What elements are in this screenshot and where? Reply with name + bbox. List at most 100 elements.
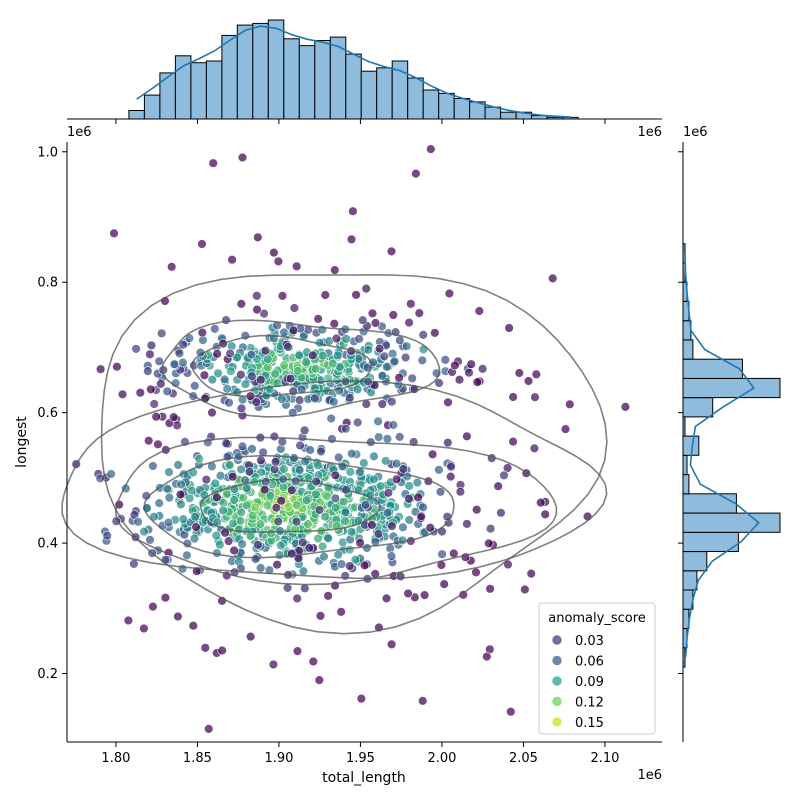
right-hist-bar [682,377,781,399]
scatter-point [169,412,179,422]
scatter-point [485,584,495,594]
scatter-point [235,515,246,526]
legend-marker [551,675,563,687]
scatter-point [237,441,248,452]
legend-label: 0.15 [575,716,604,731]
scatter-point [346,234,357,245]
scatter-point [386,246,397,257]
scatter-point [308,350,318,361]
scatter-point [173,611,183,622]
top-offset-right: 1e6 [637,125,662,140]
scatter-point [276,540,286,551]
scatter-point [443,437,453,448]
scatter-point [288,325,299,336]
y-tick-label: 0.4 [37,537,58,552]
scatter-point [313,314,323,324]
scatter-point [287,548,297,559]
scatter-point [236,403,247,414]
legend-frame [538,602,656,735]
scatter-point [246,349,257,360]
scatter-point [446,462,456,472]
scatter-point [219,374,230,385]
scatter-point [381,593,392,604]
scatter-point [167,262,177,272]
scatter-point [164,492,175,503]
scatter-point [340,516,350,526]
top-marginal-histogram [128,19,579,120]
scatter-point [240,379,251,389]
right-kde-line [684,253,760,658]
scatter-point [109,228,119,239]
scatter-point [251,397,261,407]
x-tick-label: 1.95 [346,751,375,766]
legend-items: 0.03 0.06 0.09 0.12 0.15 [551,634,604,731]
scatter-point [350,554,361,565]
scatter-point [417,355,427,366]
scatter-point [322,491,332,502]
scatter-point [419,590,430,600]
scatter-point [377,399,387,409]
scatter-point [369,451,379,461]
y-tick-label: 0.8 [37,276,58,291]
scatter-point [273,516,283,527]
scatter-point [360,500,371,510]
top-hist-bar [190,62,207,120]
right-hist-bar [682,358,743,379]
scatter-point [172,420,182,430]
scatter-point [435,487,446,497]
scatter-point [425,522,435,533]
scatter-point [387,349,398,359]
scatter-point [370,318,381,328]
top-hist-bar [407,77,424,120]
scatter-point [394,373,404,383]
scatter-point [411,168,421,179]
scatter-point [256,455,266,466]
scatter-point [529,443,540,454]
scatter-point [437,549,447,559]
right-offset-label: 1e6 [683,125,708,140]
scatter-point [238,493,249,503]
kde-contour-line [161,319,441,418]
scatter-point [255,519,266,529]
right-marginal-histogram [682,243,781,668]
scatter-point [397,535,408,546]
scatter-point [175,489,186,500]
scatter-point [237,539,247,549]
scatter-point [225,460,235,470]
scatter-point [374,343,385,354]
y-axis-ticks: 0.2 0.4 0.6 0.8 1.0 [37,145,67,682]
scatter-point [283,502,294,512]
scatter-point [346,527,357,537]
scatter-point [145,349,155,359]
top-hist-bar [128,110,145,120]
scatter-point [305,445,315,455]
scatter-point [331,503,341,513]
x-tick-label: 1.90 [264,751,293,766]
scatter-point [154,498,164,508]
scatter-point [176,479,186,490]
scatter-point [523,376,534,386]
scatter-point [139,623,149,634]
scatter-point [388,420,398,430]
scatter-point [427,449,438,459]
scatter-point [291,516,302,527]
scatter-point [177,564,188,574]
scatter-point [215,471,226,481]
right-hist-bar [682,493,737,514]
y-tick-label: 0.2 [37,667,58,682]
scatter-point [353,417,363,428]
scatter-point [149,399,159,409]
scatter-point [547,273,558,284]
top-hist-bar [345,53,362,120]
scatter-point [164,467,174,477]
scatter-point [382,362,392,372]
scatter-point [298,537,308,548]
scatter-point [356,693,366,704]
right-hist-bar [682,551,708,572]
scatter-point [455,487,466,497]
scatter-point [236,507,246,518]
scatter-point [204,724,214,734]
scatter-point [236,464,246,475]
scatter-point [191,522,201,532]
